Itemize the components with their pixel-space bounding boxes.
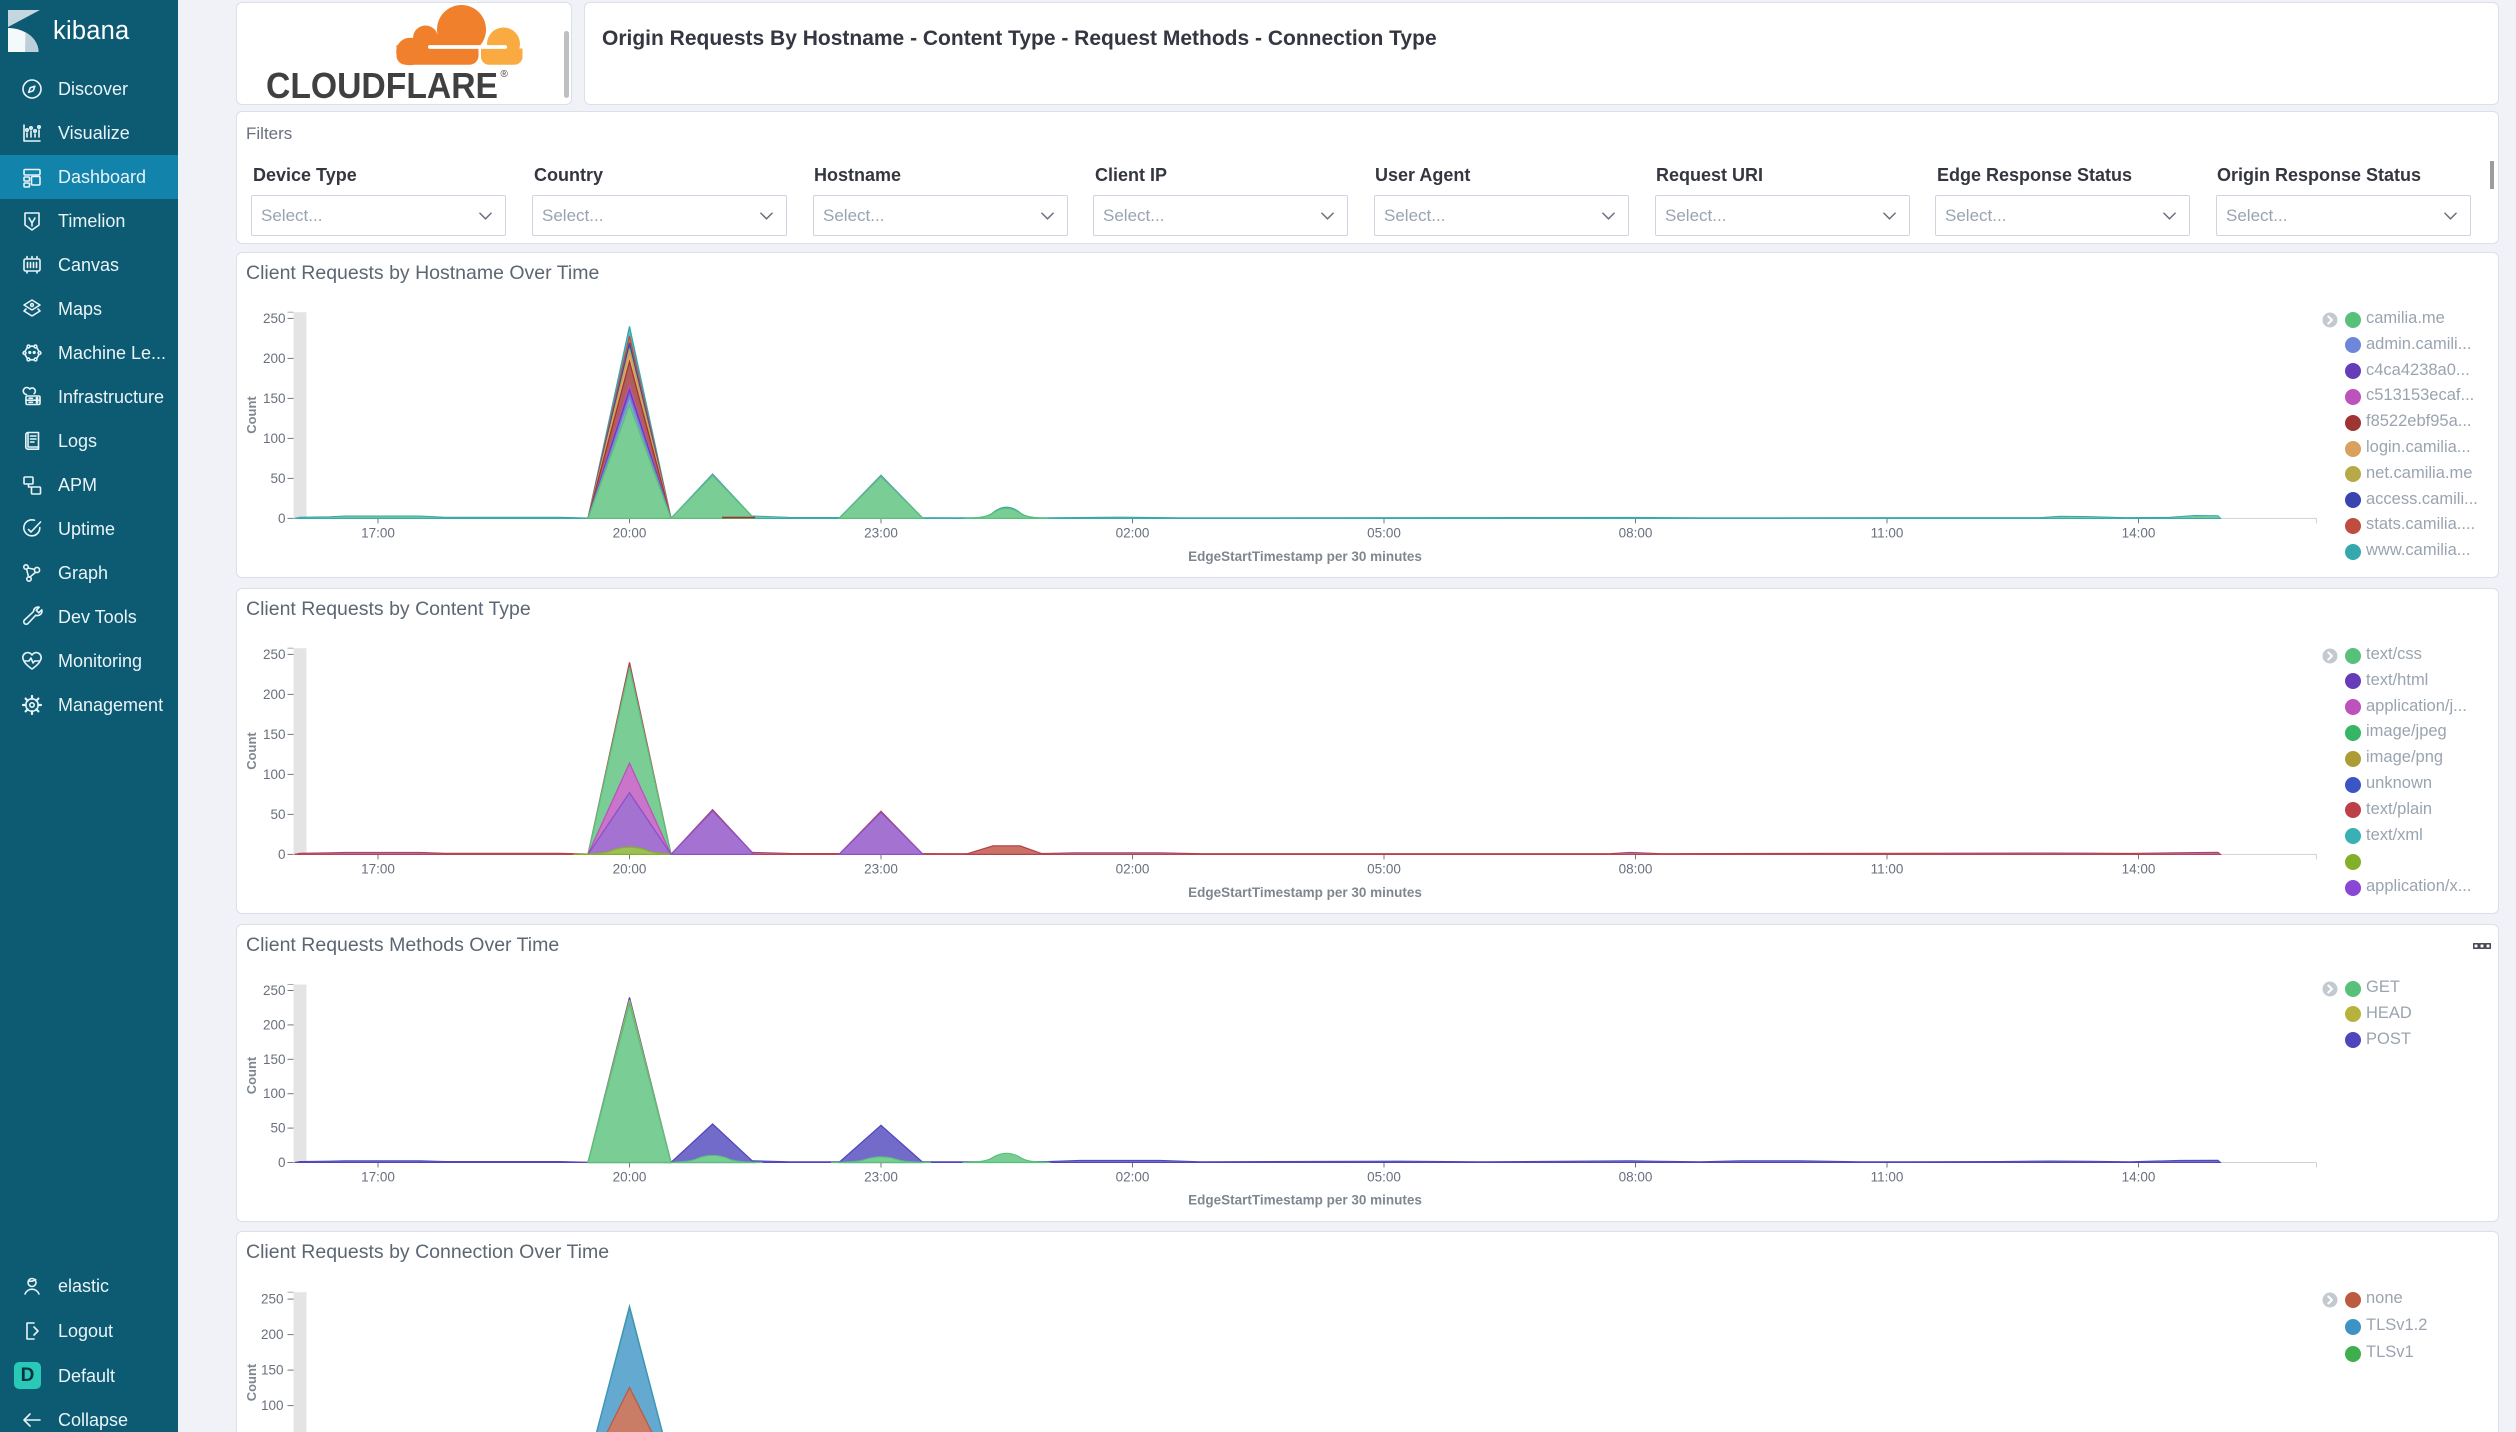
svg-text:EdgeStartTimestamp per 30 minu: EdgeStartTimestamp per 30 minutes	[1188, 1192, 1422, 1207]
svg-text:08:00: 08:00	[1619, 1169, 1653, 1184]
svg-text:02:00: 02:00	[1116, 525, 1150, 540]
svg-text:14:00: 14:00	[2122, 525, 2156, 540]
svg-text:08:00: 08:00	[1619, 861, 1653, 876]
svg-text:250: 250	[263, 647, 286, 662]
svg-text:08:00: 08:00	[1619, 525, 1653, 540]
svg-text:EdgeStartTimestamp per 30 minu: EdgeStartTimestamp per 30 minutes	[1188, 885, 1422, 900]
svg-text:11:00: 11:00	[1871, 525, 1904, 540]
svg-text:02:00: 02:00	[1116, 861, 1150, 876]
svg-text:150: 150	[263, 391, 286, 406]
svg-text:100: 100	[263, 767, 286, 782]
svg-text:250: 250	[263, 311, 286, 326]
svg-text:0: 0	[278, 847, 286, 862]
svg-text:05:00: 05:00	[1367, 1169, 1401, 1184]
svg-text:17:00: 17:00	[361, 1169, 395, 1184]
svg-text:17:00: 17:00	[361, 525, 395, 540]
svg-text:Count: Count	[244, 1056, 259, 1094]
svg-text:02:00: 02:00	[1116, 1169, 1150, 1184]
svg-text:0: 0	[278, 1155, 286, 1170]
svg-text:14:00: 14:00	[2122, 1169, 2156, 1184]
svg-text:0: 0	[278, 511, 286, 526]
svg-text:23:00: 23:00	[864, 525, 898, 540]
svg-text:200: 200	[263, 687, 286, 702]
svg-text:14:00: 14:00	[2122, 861, 2156, 876]
svg-text:17:00: 17:00	[361, 861, 395, 876]
svg-text:200: 200	[263, 1017, 286, 1032]
svg-text:23:00: 23:00	[864, 861, 898, 876]
svg-text:200: 200	[261, 1327, 284, 1342]
svg-text:20:00: 20:00	[613, 1169, 647, 1184]
svg-text:CLOUDFLARE: CLOUDFLARE	[266, 65, 498, 106]
svg-text:150: 150	[263, 727, 286, 742]
svg-text:11:00: 11:00	[1871, 861, 1904, 876]
svg-text:EdgeStartTimestamp per 30 minu: EdgeStartTimestamp per 30 minutes	[1188, 549, 1422, 564]
svg-text:®: ®	[501, 69, 509, 80]
svg-text:05:00: 05:00	[1367, 861, 1401, 876]
svg-text:50: 50	[270, 1120, 285, 1135]
svg-text:50: 50	[270, 471, 285, 486]
svg-text:150: 150	[263, 1051, 286, 1066]
svg-text:23:00: 23:00	[864, 1169, 898, 1184]
svg-text:250: 250	[261, 1291, 284, 1306]
svg-text:Count: Count	[244, 1363, 259, 1401]
svg-text:100: 100	[263, 431, 286, 446]
svg-text:11:00: 11:00	[1871, 1169, 1904, 1184]
svg-text:100: 100	[261, 1398, 284, 1413]
svg-text:Count: Count	[244, 396, 259, 434]
svg-text:50: 50	[270, 807, 285, 822]
svg-text:200: 200	[263, 351, 286, 366]
svg-text:20:00: 20:00	[613, 525, 647, 540]
svg-text:20:00: 20:00	[613, 861, 647, 876]
svg-text:150: 150	[261, 1362, 284, 1377]
svg-text:100: 100	[263, 1086, 286, 1101]
svg-text:Count: Count	[244, 732, 259, 770]
svg-text:05:00: 05:00	[1367, 525, 1401, 540]
svg-text:250: 250	[263, 983, 286, 998]
